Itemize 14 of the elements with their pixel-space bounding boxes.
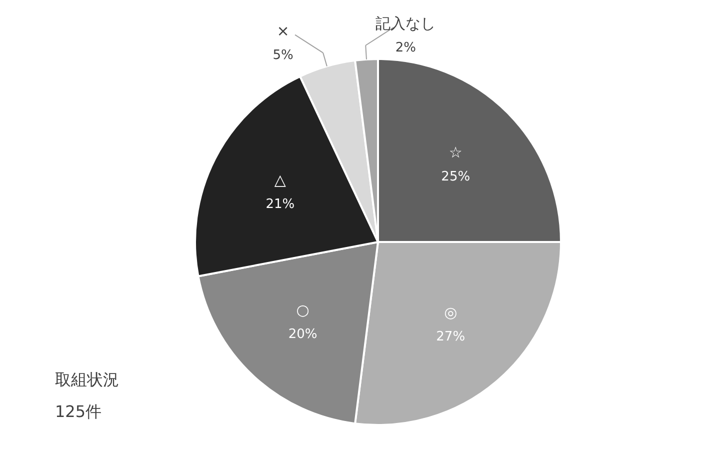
slice-label: 記入なし bbox=[376, 14, 436, 32]
data-label: 20% bbox=[288, 327, 318, 342]
slice-label: ○ bbox=[296, 301, 310, 320]
slice-label: ◎ bbox=[444, 303, 458, 322]
slice-label: △ bbox=[274, 171, 286, 190]
data-label: 5% bbox=[272, 48, 294, 63]
slice-label: × bbox=[276, 22, 290, 40]
slice-label: ☆ bbox=[448, 143, 462, 162]
data-label: 21% bbox=[266, 197, 295, 212]
data-label: 25% bbox=[441, 169, 470, 184]
text: 125件 bbox=[55, 402, 102, 421]
data-label: 2% bbox=[395, 40, 416, 56]
data-label: 27% bbox=[436, 329, 466, 344]
text: 取組状況 bbox=[55, 370, 119, 389]
